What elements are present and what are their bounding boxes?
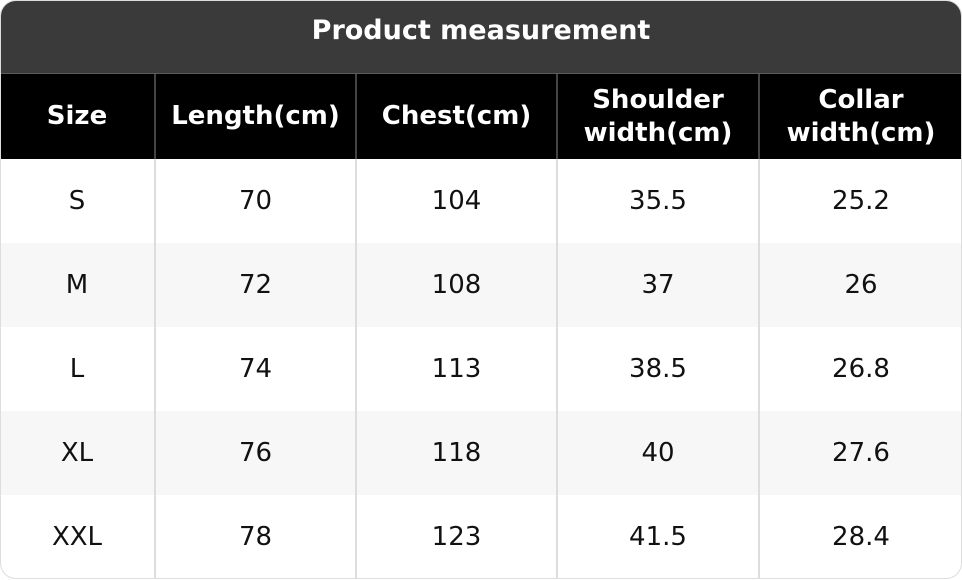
table-cell: 78 xyxy=(154,495,356,578)
table-body: S 70 104 35.5 25.2 M 72 108 37 26 L 74 113 38.5 26.8 XL… xyxy=(1,159,961,578)
table-cell: 74 xyxy=(154,327,356,411)
table-cell: 41.5 xyxy=(556,495,759,578)
table-cell: 123 xyxy=(355,495,557,578)
table-cell: 35.5 xyxy=(556,159,759,243)
table-row: XXL 78 123 41.5 28.4 xyxy=(1,495,961,578)
header-cell: Shoulder width(cm) xyxy=(556,74,759,159)
table-cell: L xyxy=(69,354,85,384)
measurement-table: Size Length(cm) Chest(cm) Shoulder width(cm… xyxy=(1,74,961,578)
header-cell: Collar width(cm) xyxy=(758,74,961,159)
header-cell: Size xyxy=(1,74,155,159)
table-cell: 37 xyxy=(556,243,759,327)
table-cell: 25.2 xyxy=(758,159,961,243)
table-cell: XL xyxy=(1,411,155,495)
table-cell: 26 xyxy=(758,243,961,327)
table-cell: 38.5 xyxy=(556,327,759,411)
header-cell: Chest(cm) xyxy=(355,74,557,159)
table-cell: 76 xyxy=(154,411,356,495)
table-row: L 74 113 38.5 26.8 xyxy=(1,327,961,411)
table-title: Product measurement xyxy=(1,1,961,74)
header-row: Size Length(cm) Chest(cm) Shoulder width(cm… xyxy=(1,74,961,159)
table-row: M 72 108 37 26 xyxy=(1,243,961,327)
table-row: XL 76 118 40 27.6 xyxy=(1,411,961,495)
table-cell: 28.4 xyxy=(758,495,961,578)
table-cell: M xyxy=(1,243,155,327)
table-cell: XXL xyxy=(51,522,103,552)
table-cell: 118 xyxy=(355,411,557,495)
table-cell: 70 xyxy=(154,159,356,243)
table-cell: 108 xyxy=(355,243,557,327)
table-cell: 40 xyxy=(556,411,759,495)
header-cell: Length(cm) xyxy=(154,74,356,159)
table-cell: 26.8 xyxy=(758,327,961,411)
table-cell: 113 xyxy=(355,327,557,411)
table-cell: S xyxy=(68,186,86,216)
table-cell: 104 xyxy=(355,159,557,243)
table-row: S 70 104 35.5 25.2 xyxy=(1,159,961,243)
table-cell: 27.6 xyxy=(758,411,961,495)
table-cell: 72 xyxy=(154,243,356,327)
